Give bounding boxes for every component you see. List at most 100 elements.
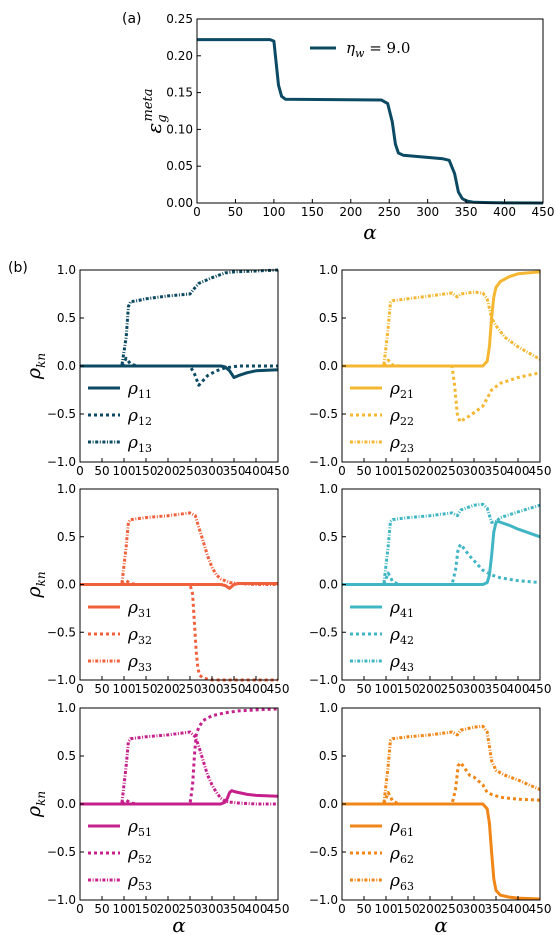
chart-2: 0 50 100 150 200 250 300 350 400 450 1.0 0.5 0.0 −0.5… bbox=[309, 263, 552, 478]
series-line-6-2 bbox=[342, 724, 541, 806]
y-tick-label: 1.0 bbox=[57, 263, 76, 277]
x-tick-label: 150 bbox=[397, 682, 420, 696]
x-tick-label: 50 bbox=[228, 205, 243, 219]
y-tick-label: 0.0 bbox=[319, 797, 338, 811]
y-tick-label: −0.5 bbox=[47, 625, 76, 639]
x-tick-label: 250 bbox=[179, 682, 202, 696]
legend-label: ρ21 bbox=[389, 379, 414, 401]
legend-label: ρ32 bbox=[127, 625, 152, 647]
series-line-6-0 bbox=[342, 802, 541, 901]
legend-label: ρ52 bbox=[127, 844, 152, 866]
x-tick-label: 0 bbox=[338, 902, 346, 916]
x-axis-label: α bbox=[363, 220, 377, 244]
x-tick-label: 0 bbox=[193, 205, 201, 219]
x-tick-label: 200 bbox=[419, 464, 442, 478]
y-tick-label: 0.0 bbox=[57, 578, 76, 592]
x-tick-label: 400 bbox=[507, 682, 530, 696]
x-tick-label: 100 bbox=[113, 682, 136, 696]
x-tick-label: 400 bbox=[507, 902, 530, 916]
y-tick-label: −1.0 bbox=[309, 455, 338, 469]
y-tick-label: 0.25 bbox=[166, 12, 193, 26]
series-line-5-1 bbox=[80, 707, 279, 806]
series-line-2-1 bbox=[342, 358, 541, 424]
legend-label: ρ41 bbox=[389, 598, 414, 620]
y-tick-label: 1.0 bbox=[319, 263, 338, 277]
x-tick-label: 150 bbox=[301, 205, 324, 219]
y-tick-label: −0.5 bbox=[309, 845, 338, 859]
x-tick-label: 350 bbox=[223, 682, 246, 696]
x-tick-label: 250 bbox=[441, 464, 464, 478]
series-line-4-1 bbox=[342, 542, 541, 586]
y-tick-label: −0.5 bbox=[47, 407, 76, 421]
x-tick-label: 350 bbox=[455, 205, 478, 219]
y-tick-label: 1.0 bbox=[57, 482, 76, 496]
legend-label: ρ61 bbox=[389, 817, 414, 839]
legend-label: ρ42 bbox=[389, 625, 414, 647]
x-tick-label: 150 bbox=[135, 902, 158, 916]
y-tick-label: 0.5 bbox=[319, 749, 338, 763]
y-tick-label: 0.5 bbox=[57, 530, 76, 544]
y-tick-label: 1.0 bbox=[57, 701, 76, 715]
x-tick-label: 200 bbox=[339, 205, 362, 219]
x-tick-label: 50 bbox=[94, 682, 109, 696]
x-tick-label: 450 bbox=[529, 682, 552, 696]
y-axis-label: ρkn bbox=[23, 571, 48, 598]
x-tick-label: 100 bbox=[262, 205, 285, 219]
legend-label: ρ11 bbox=[127, 379, 152, 401]
y-tick-label: 0.5 bbox=[57, 311, 76, 325]
legend-label: ρ13 bbox=[127, 433, 152, 455]
y-tick-label: 0.5 bbox=[319, 311, 338, 325]
x-tick-label: 200 bbox=[419, 902, 442, 916]
x-tick-label: 450 bbox=[267, 464, 290, 478]
series-line-6-1 bbox=[342, 761, 541, 806]
x-tick-label: 350 bbox=[485, 682, 508, 696]
x-tick-label: 100 bbox=[375, 902, 398, 916]
x-tick-label: 450 bbox=[529, 464, 552, 478]
legend-label: ρ43 bbox=[389, 652, 414, 674]
y-axis-label: ρkn bbox=[23, 791, 48, 818]
x-tick-label: 50 bbox=[356, 902, 371, 916]
y-tick-label: 0.00 bbox=[166, 196, 193, 210]
x-tick-label: 400 bbox=[245, 464, 268, 478]
x-tick-label: 450 bbox=[267, 902, 290, 916]
y-tick-label: −0.5 bbox=[309, 625, 338, 639]
chart-5: 0 50 100 150 200 250 300 350 400 450 1.0 0.5 0.0 −0.5… bbox=[23, 701, 289, 935]
y-tick-label: 0.0 bbox=[319, 578, 338, 592]
x-tick-label: 250 bbox=[378, 205, 401, 219]
y-tick-label: −1.0 bbox=[47, 455, 76, 469]
series-line-3-2 bbox=[80, 511, 278, 586]
panel-label-b: (b) bbox=[8, 260, 28, 276]
x-tick-label: 250 bbox=[179, 464, 202, 478]
x-tick-label: 350 bbox=[223, 902, 246, 916]
x-tick-label: 450 bbox=[532, 205, 555, 219]
x-tick-label: 100 bbox=[375, 464, 398, 478]
chart-3: 0 50 100 150 200 250 300 350 400 450 1.0 0.5 0.0 −0.5… bbox=[23, 482, 289, 696]
x-tick-label: 150 bbox=[397, 464, 420, 478]
y-tick-label: −0.5 bbox=[309, 407, 338, 421]
x-tick-label: 200 bbox=[157, 902, 180, 916]
chart-6: 0 50 100 150 200 250 300 350 400 450 1.0 0.5 0.0 −0.5… bbox=[309, 701, 552, 935]
x-tick-label: 50 bbox=[356, 682, 371, 696]
legend-label: ρ33 bbox=[127, 652, 152, 674]
x-tick-label: 200 bbox=[419, 682, 442, 696]
series-line-0-0 bbox=[197, 38, 544, 205]
x-tick-label: 300 bbox=[201, 682, 224, 696]
x-tick-label: 450 bbox=[529, 902, 552, 916]
x-tick-label: 300 bbox=[201, 464, 224, 478]
x-tick-label: 300 bbox=[201, 902, 224, 916]
x-tick-label: 100 bbox=[375, 682, 398, 696]
series-line-1-1 bbox=[80, 356, 278, 387]
x-tick-label: 0 bbox=[76, 682, 84, 696]
y-tick-label: 0.0 bbox=[57, 359, 76, 373]
y-tick-label: 0.5 bbox=[57, 749, 76, 763]
series-line-4-0 bbox=[342, 520, 541, 586]
x-tick-label: 150 bbox=[135, 464, 158, 478]
legend-label: ρ51 bbox=[127, 817, 152, 839]
x-tick-label: 0 bbox=[76, 464, 84, 478]
y-tick-label: 0.0 bbox=[57, 797, 76, 811]
chart-4: 0 50 100 150 200 250 300 350 400 450 1.0 0.5 0.0 −0.5… bbox=[309, 482, 552, 696]
x-tick-label: 350 bbox=[485, 902, 508, 916]
y-axis-label: εgmeta bbox=[141, 88, 170, 133]
x-tick-label: 150 bbox=[135, 682, 158, 696]
